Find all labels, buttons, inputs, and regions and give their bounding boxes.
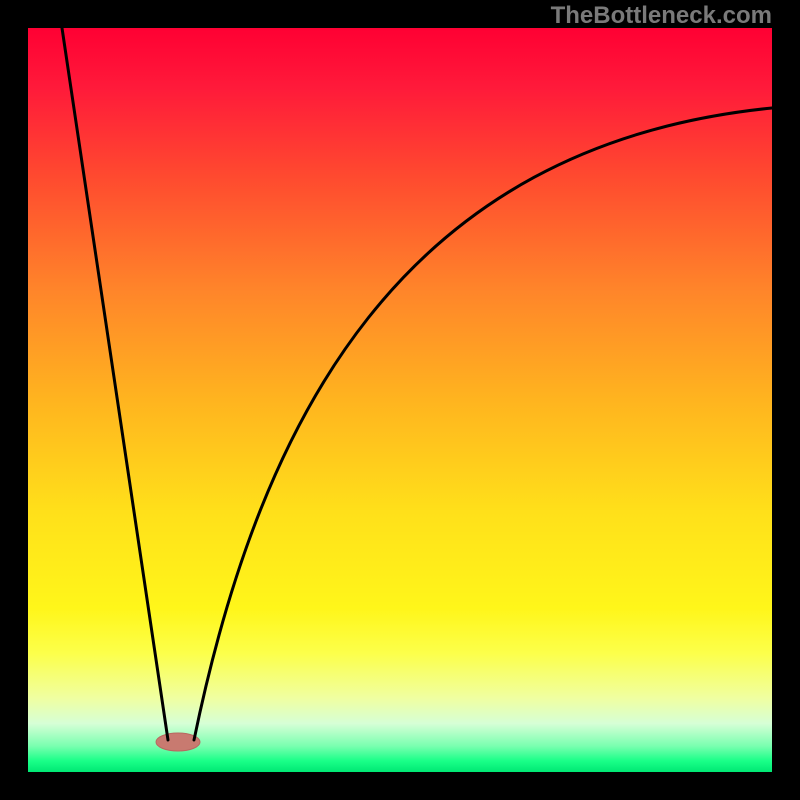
- curve-right-branch: [194, 108, 772, 740]
- plot-background: [28, 28, 772, 772]
- attribution-text: TheBottleneck.com: [551, 2, 772, 30]
- valley-blob: [156, 733, 200, 751]
- chart-svg: [0, 0, 800, 800]
- curve-left-branch: [62, 28, 168, 740]
- chart-frame: TheBottleneck.com: [0, 0, 800, 800]
